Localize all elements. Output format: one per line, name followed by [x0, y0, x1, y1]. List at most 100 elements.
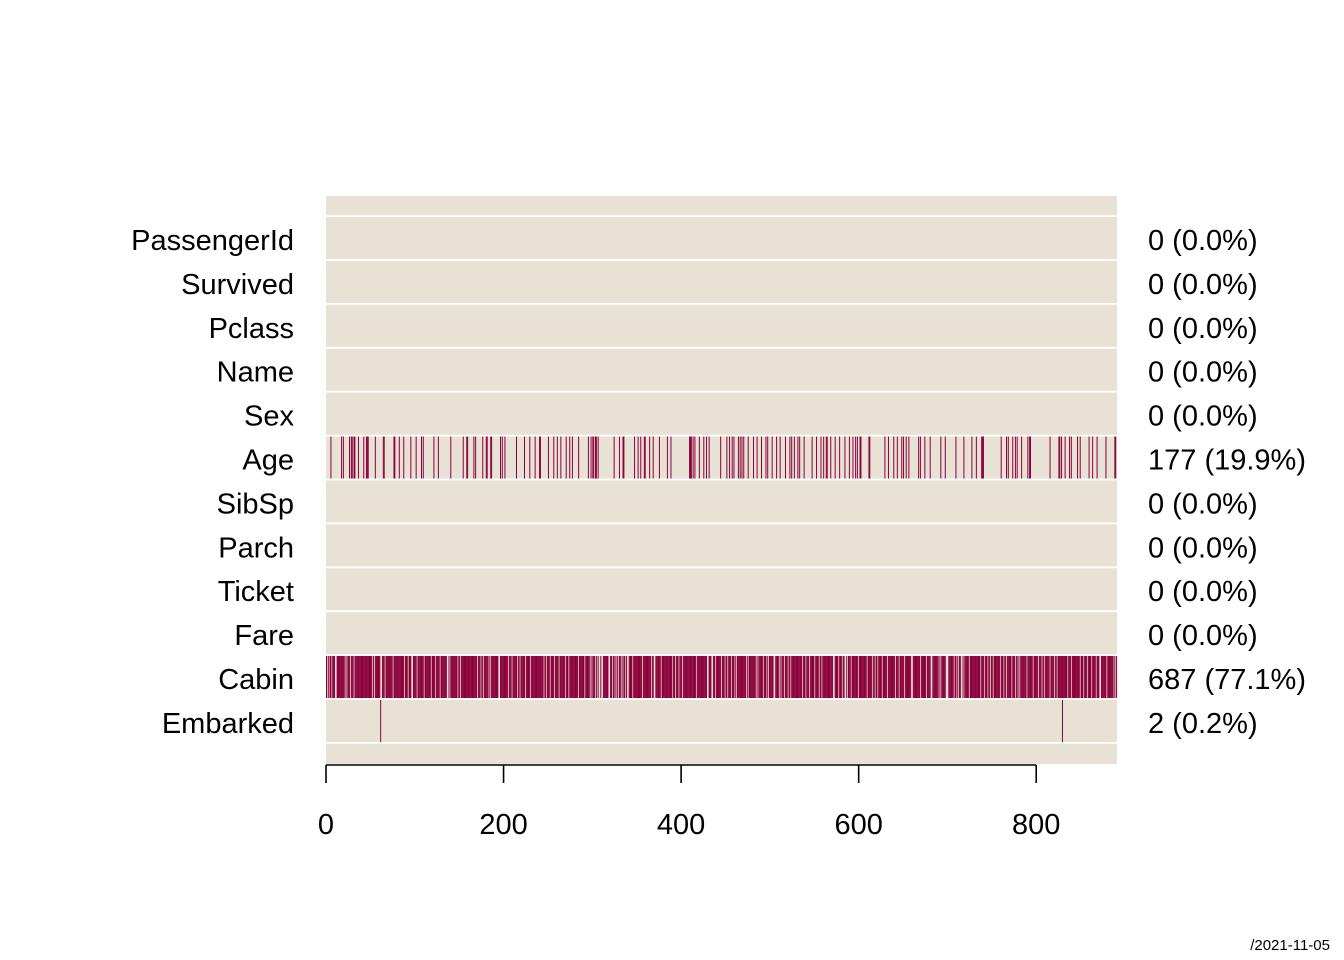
missing-mark-cabin	[716, 656, 718, 699]
missing-mark-cabin	[581, 656, 583, 699]
missing-mark-cabin	[789, 656, 791, 699]
missing-mark-age	[852, 436, 854, 479]
missing-mark-cabin	[811, 656, 813, 699]
missing-mark-cabin	[835, 656, 837, 699]
missing-mark-cabin	[754, 656, 756, 699]
missing-mark-cabin	[618, 656, 620, 699]
missing-mark-cabin	[473, 656, 475, 699]
missing-mark-cabin	[361, 656, 363, 699]
missing-mark-cabin	[544, 656, 546, 699]
missing-mark-age	[366, 436, 368, 479]
missing-mark-cabin	[949, 656, 951, 699]
missing-mark-cabin	[950, 656, 952, 699]
missing-mark-cabin	[362, 656, 364, 699]
missing-mark-cabin	[341, 656, 343, 699]
missing-mark-age	[816, 436, 818, 479]
missing-mark-cabin	[337, 656, 339, 699]
missing-mark-cabin	[937, 656, 939, 699]
missing-mark-cabin	[575, 656, 577, 699]
missing-mark-cabin	[500, 656, 502, 699]
missing-mark-cabin	[357, 656, 359, 699]
missing-mark-cabin	[984, 656, 986, 699]
missing-mark-cabin	[377, 656, 379, 699]
missing-mark-cabin	[442, 656, 444, 699]
missing-count-age: 177 (19.9%)	[1148, 444, 1306, 476]
variable-label-pclass: Pclass	[209, 313, 294, 345]
missing-mark-cabin	[658, 656, 660, 699]
missing-mark-cabin	[825, 656, 827, 699]
missing-mark-cabin	[579, 656, 581, 699]
missing-mark-cabin	[737, 656, 739, 699]
missing-mark-cabin	[824, 656, 826, 699]
missing-mark-cabin	[562, 656, 564, 699]
missing-mark-age	[367, 436, 369, 479]
missing-mark-cabin	[514, 656, 516, 699]
missing-mark-cabin	[775, 656, 777, 699]
missing-mark-cabin	[1065, 656, 1067, 699]
missing-mark-cabin	[583, 656, 585, 699]
missing-mark-age	[761, 436, 763, 479]
missing-count-sex: 0 (0.0%)	[1148, 401, 1258, 433]
missing-mark-cabin	[916, 656, 918, 699]
missing-mark-cabin	[1022, 656, 1024, 699]
missing-mark-cabin	[910, 656, 912, 699]
missing-mark-cabin	[830, 656, 832, 699]
missing-mark-cabin	[413, 656, 415, 699]
missing-mark-cabin	[868, 656, 870, 699]
missing-mark-cabin	[853, 656, 855, 699]
missing-mark-cabin	[934, 656, 936, 699]
missing-mark-cabin	[547, 656, 549, 699]
missing-mark-cabin	[458, 656, 460, 699]
missing-mark-cabin	[863, 656, 865, 699]
missing-mark-age	[486, 436, 488, 479]
missing-mark-age	[330, 436, 332, 479]
missing-mark-age	[747, 436, 749, 479]
missing-mark-cabin	[971, 656, 973, 699]
missing-mark-cabin	[690, 656, 692, 699]
missing-mark-cabin	[794, 656, 796, 699]
missing-mark-cabin	[535, 656, 537, 699]
variable-label-ticket: Ticket	[218, 576, 294, 608]
missing-mark-cabin	[396, 656, 398, 699]
missing-mark-age	[1049, 436, 1051, 479]
missing-mark-cabin	[459, 656, 461, 699]
missing-mark-cabin	[887, 656, 889, 699]
missing-mark-cabin	[1069, 656, 1071, 699]
missing-mark-cabin	[486, 656, 488, 699]
missing-mark-cabin	[975, 656, 977, 699]
missing-mark-age	[490, 436, 492, 479]
missing-mark-age	[623, 436, 625, 479]
variable-label-survived: Survived	[181, 269, 294, 301]
missing-mark-cabin	[904, 656, 906, 699]
missing-mark-cabin	[373, 656, 375, 699]
missing-mark-cabin	[809, 656, 811, 699]
missing-mark-cabin	[645, 656, 647, 699]
missing-mark-cabin	[350, 656, 352, 699]
missing-mark-cabin	[577, 656, 579, 699]
missing-mark-cabin	[750, 656, 752, 699]
missing-mark-age	[1014, 436, 1016, 479]
missing-mark-cabin	[965, 656, 967, 699]
missing-mark-cabin	[452, 656, 454, 699]
missing-mark-cabin	[932, 656, 934, 699]
missing-mark-age	[963, 436, 965, 479]
missing-mark-cabin	[1072, 656, 1074, 699]
missing-mark-age	[1092, 436, 1094, 479]
missing-mark-cabin	[1087, 656, 1089, 699]
missing-mark-cabin	[900, 656, 902, 699]
missing-mark-cabin	[682, 656, 684, 699]
missing-mark-cabin	[863, 656, 865, 699]
missing-mark-cabin	[336, 656, 338, 699]
missing-mark-cabin	[359, 656, 361, 699]
missing-mark-cabin	[1111, 656, 1113, 699]
missing-mark-cabin	[597, 656, 599, 699]
missing-mark-cabin	[943, 656, 944, 699]
missing-mark-cabin	[1007, 656, 1009, 699]
missing-mark-cabin	[731, 656, 733, 699]
x-tick-label: 200	[479, 809, 527, 841]
missing-mark-cabin	[718, 656, 720, 699]
missing-mark-cabin	[1061, 656, 1063, 699]
missing-mark-cabin	[444, 656, 446, 699]
missing-mark-cabin	[561, 656, 563, 699]
missing-mark-cabin	[1061, 656, 1063, 699]
